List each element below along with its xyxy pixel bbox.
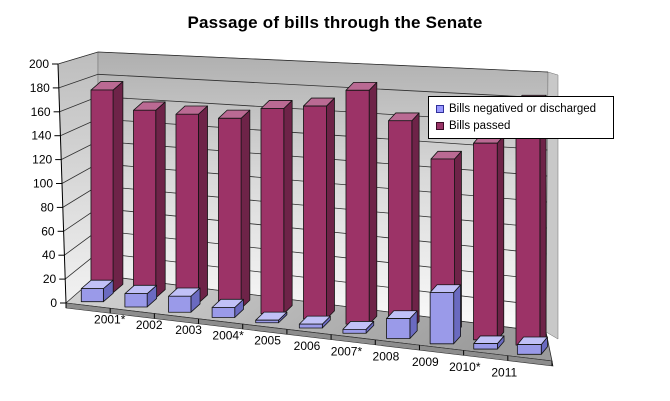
bar-bills-passed-2008 bbox=[388, 112, 420, 330]
bar-bills-passed-2007 bbox=[345, 81, 378, 325]
bar-front-face bbox=[80, 288, 104, 303]
bar-bills-negatived-or-discharged-2004 bbox=[211, 298, 244, 318]
y-tick-label-20: 20 bbox=[43, 272, 57, 286]
bar-bills-passed-2002 bbox=[133, 101, 166, 299]
x-label-2001: 2001* bbox=[94, 313, 126, 327]
bar-side-face bbox=[155, 101, 166, 299]
bar-bills-passed-2001 bbox=[90, 81, 124, 294]
y-tick-label-160: 160 bbox=[31, 105, 51, 119]
bar-side-face bbox=[496, 135, 505, 341]
bar-side-face bbox=[326, 97, 335, 320]
bar-bills-passed-2005 bbox=[260, 100, 293, 315]
y-tick-label-200: 200 bbox=[29, 57, 49, 71]
bar-bills-negatived-or-discharged-2007 bbox=[342, 321, 375, 334]
y-tick-label-80: 80 bbox=[40, 200, 54, 214]
bar-bills-negatived-or-discharged-2006 bbox=[298, 315, 331, 329]
bar-bills-negatived-or-discharged-2008 bbox=[386, 310, 418, 339]
bar-front-face bbox=[168, 295, 192, 313]
legend-label-bills-passed: Bills passed bbox=[449, 120, 511, 133]
x-label-2009: 2009 bbox=[412, 355, 439, 369]
x-label-2003: 2003 bbox=[175, 323, 202, 337]
bar-bills-negatived-or-discharged-2002 bbox=[124, 284, 158, 308]
bar-front-face bbox=[90, 89, 114, 294]
bar-side-face bbox=[453, 284, 461, 345]
y-tick-label-0: 0 bbox=[50, 296, 57, 310]
bar-bills-negatived-or-discharged-2003 bbox=[168, 287, 201, 313]
bar-side-face bbox=[112, 81, 124, 294]
bar-bills-passed-2006 bbox=[303, 97, 335, 320]
bar-bills-passed-2004 bbox=[218, 109, 251, 309]
legend-item-bills-negatived-or-discharged: Bills negatived or discharged bbox=[436, 103, 609, 115]
bar-side-face bbox=[198, 105, 208, 304]
y-tick-label-120: 120 bbox=[32, 153, 52, 167]
bar-front-face bbox=[133, 109, 157, 299]
y-tick-label-60: 60 bbox=[41, 224, 55, 238]
bar-bills-passed-2010 bbox=[473, 135, 505, 341]
x-label-2004: 2004* bbox=[212, 328, 244, 342]
bar-side-face bbox=[411, 112, 420, 330]
bar-front-face bbox=[345, 89, 370, 325]
bar-bills-negatived-or-discharged-2011 bbox=[516, 336, 548, 355]
bar-front-face bbox=[260, 108, 285, 315]
gridline-200 bbox=[57, 51, 549, 73]
bar-front-face bbox=[473, 343, 498, 350]
legend-marker-bills-passed bbox=[436, 122, 444, 131]
bar-front-face bbox=[473, 142, 498, 341]
bar-front-face bbox=[388, 120, 413, 330]
bar-front-face bbox=[342, 328, 367, 334]
x-label-2008: 2008 bbox=[373, 350, 400, 364]
x-label-2002: 2002 bbox=[136, 318, 163, 332]
chart-legend: Bills negatived or discharged Bills passe… bbox=[428, 96, 614, 139]
y-axis: 0 20 40 60 80 100 120 140 160 180 200 bbox=[29, 57, 67, 310]
bar-side-face bbox=[283, 100, 293, 315]
bar-bills-negatived-or-discharged-2005 bbox=[255, 311, 288, 324]
bar-front-face bbox=[175, 113, 199, 304]
x-label-2005: 2005 bbox=[254, 334, 281, 348]
bar-front-face bbox=[211, 307, 236, 318]
chart-title: Passage of bills through the Senate bbox=[187, 13, 483, 32]
x-label-2010: 2010* bbox=[449, 360, 481, 374]
bar-front-face bbox=[386, 318, 411, 339]
bar-bills-negatived-or-discharged-2009 bbox=[429, 284, 461, 345]
chart-bars bbox=[80, 81, 548, 355]
gridline-180 bbox=[58, 73, 548, 99]
bar-front-face bbox=[429, 292, 455, 345]
legend-label-bills-negatived-or-discharged: Bills negatived or discharged bbox=[449, 102, 597, 115]
bar-front-face bbox=[516, 344, 542, 355]
bar-side-face bbox=[368, 81, 378, 325]
x-label-2011: 2011 bbox=[491, 365, 517, 379]
bar-bills-passed-2011 bbox=[515, 94, 547, 346]
y-tick-label-40: 40 bbox=[42, 248, 56, 262]
legend-item-bills-passed: Bills passed bbox=[436, 120, 609, 132]
bar-bills-negatived-or-discharged-2010 bbox=[473, 335, 505, 350]
x-axis: 2001* 2002 2003 2004* 2005 2006 2007* 2008 2009 2… bbox=[65, 303, 553, 379]
y-tick-label-100: 100 bbox=[33, 177, 53, 191]
legend-marker-bills-negatived-or-discharged bbox=[436, 104, 444, 113]
x-label-2007: 2007* bbox=[331, 344, 363, 358]
bar-front-face bbox=[515, 102, 541, 346]
bar-bills-passed-2003 bbox=[175, 105, 208, 304]
bar-front-face bbox=[218, 117, 242, 309]
x-label-2006: 2006 bbox=[294, 339, 321, 353]
bar-side-face bbox=[240, 109, 251, 309]
bar-front-face bbox=[255, 319, 279, 324]
bar-bills-negatived-or-discharged-2001 bbox=[80, 279, 114, 303]
y-tick-label-140: 140 bbox=[31, 129, 51, 143]
bar-front-face bbox=[303, 105, 327, 320]
y-tick-label-180: 180 bbox=[30, 81, 50, 95]
bar-front-face bbox=[124, 293, 148, 308]
bar-front-face bbox=[298, 323, 323, 329]
